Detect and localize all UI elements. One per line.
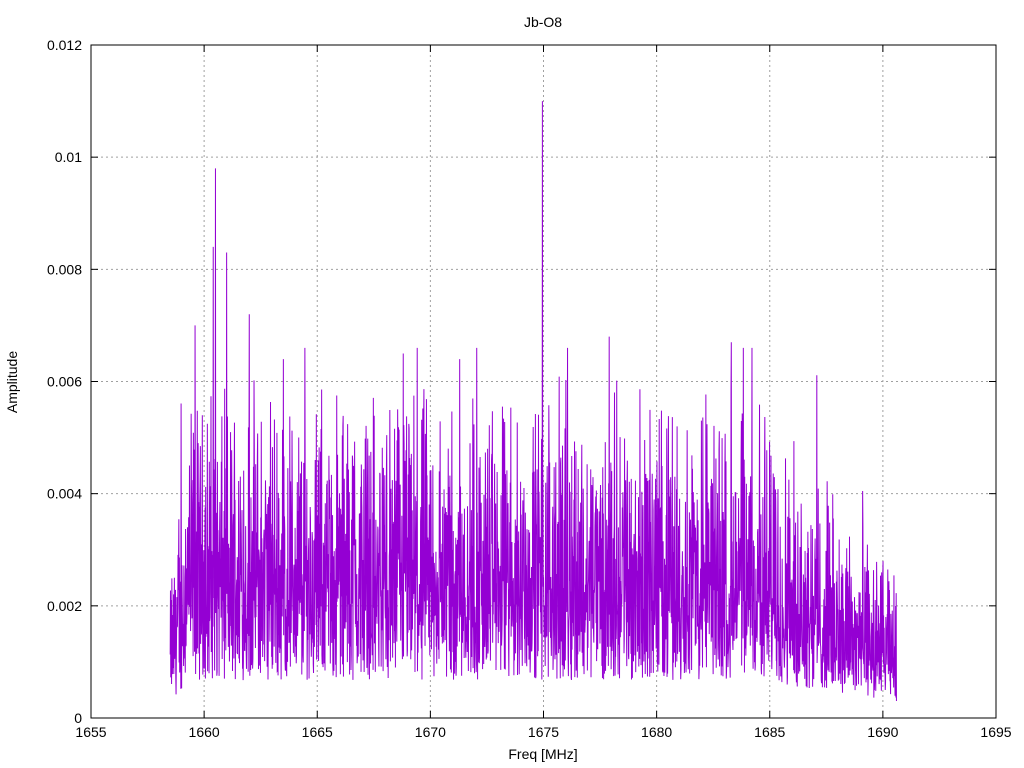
y-tick-label: 0 bbox=[74, 710, 82, 726]
x-tick-label: 1665 bbox=[302, 724, 333, 740]
x-tick-labels: 1655 1660 1665 1670 1675 1680 1685 1690 1695 bbox=[75, 724, 1011, 740]
y-tick-label: 0.006 bbox=[47, 374, 82, 390]
x-tick-label: 1695 bbox=[980, 724, 1011, 740]
x-tick-label: 1690 bbox=[867, 724, 898, 740]
y-tick-label: 0.012 bbox=[47, 37, 82, 53]
y-tick-label: 0.004 bbox=[47, 486, 82, 502]
x-tick-label: 1670 bbox=[415, 724, 446, 740]
x-tick-label: 1675 bbox=[528, 724, 559, 740]
plot-frame bbox=[90, 44, 997, 719]
x-tick-label: 1655 bbox=[75, 724, 106, 740]
y-axis-title: Amplitude bbox=[4, 351, 20, 413]
y-tick-labels: 0 0.002 0.004 0.006 0.008 0.01 0.012 bbox=[47, 37, 82, 726]
y-tick-label: 0.008 bbox=[47, 261, 82, 277]
spectrum-series-line bbox=[169, 101, 897, 701]
x-axis-title: Freq [MHz] bbox=[508, 746, 577, 762]
chart-title: Jb-O8 bbox=[524, 14, 562, 30]
x-tick-label: 1685 bbox=[754, 724, 785, 740]
x-tick-label: 1680 bbox=[641, 724, 672, 740]
y-tick-label: 0.002 bbox=[47, 598, 82, 614]
y-tick-label: 0.01 bbox=[55, 149, 82, 165]
series-group bbox=[169, 101, 897, 701]
x-tick-label: 1660 bbox=[189, 724, 220, 740]
